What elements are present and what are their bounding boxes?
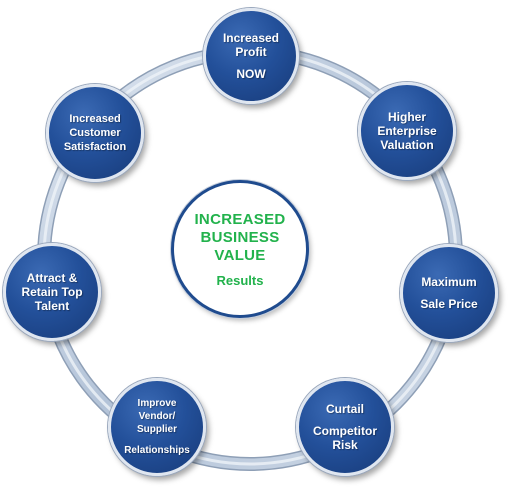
node-label-line: Profit	[235, 45, 267, 59]
center-title-line-3: VALUE	[214, 246, 266, 264]
node-curtail-competitor-risk: Curtail Competitor Risk	[296, 378, 394, 476]
center-circle: INCREASED BUSINESS VALUE Results	[171, 180, 309, 318]
node-label-line: Curtail	[325, 402, 364, 416]
node-label-line: Sale Price	[420, 297, 478, 311]
node-label-line: Maximum	[421, 275, 477, 289]
node-label-line: Higher	[387, 110, 426, 124]
node-label-line: Supplier	[136, 424, 177, 435]
node-label-line: Satisfaction	[63, 141, 127, 153]
node-label-line: Talent	[34, 299, 70, 313]
node-label-line: Valuation	[380, 138, 434, 152]
node-label-line: Increased	[222, 31, 280, 45]
node-label-line: Increased	[69, 113, 121, 125]
node-increased-customer-satisfaction: Increased Customer Satisfaction	[46, 84, 144, 182]
node-label-line: Retain Top	[21, 285, 83, 299]
node-maximum-sale-price: Maximum Sale Price	[400, 244, 498, 342]
center-title-line-2: BUSINESS	[200, 228, 280, 246]
node-label-line: Risk	[332, 438, 358, 452]
center-title-line-1: INCREASED	[194, 210, 286, 228]
node-attract-retain-top-talent: Attract & Retain Top Talent	[3, 243, 101, 341]
node-label-line: NOW	[236, 67, 266, 81]
node-label-line: Customer	[69, 127, 121, 139]
node-label-line: Attract &	[26, 271, 78, 285]
node-label-line: Relationships	[124, 445, 190, 456]
node-label-line: Competitor	[313, 424, 377, 438]
center-results-label: Results	[216, 272, 264, 288]
node-label-line: Enterprise	[377, 124, 437, 138]
node-higher-enterprise-valuation: Higher Enterprise Valuation	[358, 82, 456, 180]
node-label-line: Vendor/	[138, 411, 176, 422]
node-improve-vendor-supplier-relationships: Improve Vendor/ Supplier Relationships	[108, 378, 206, 476]
node-label-line: Improve	[137, 398, 177, 409]
node-increased-profit: Increased Profit NOW	[203, 8, 299, 104]
